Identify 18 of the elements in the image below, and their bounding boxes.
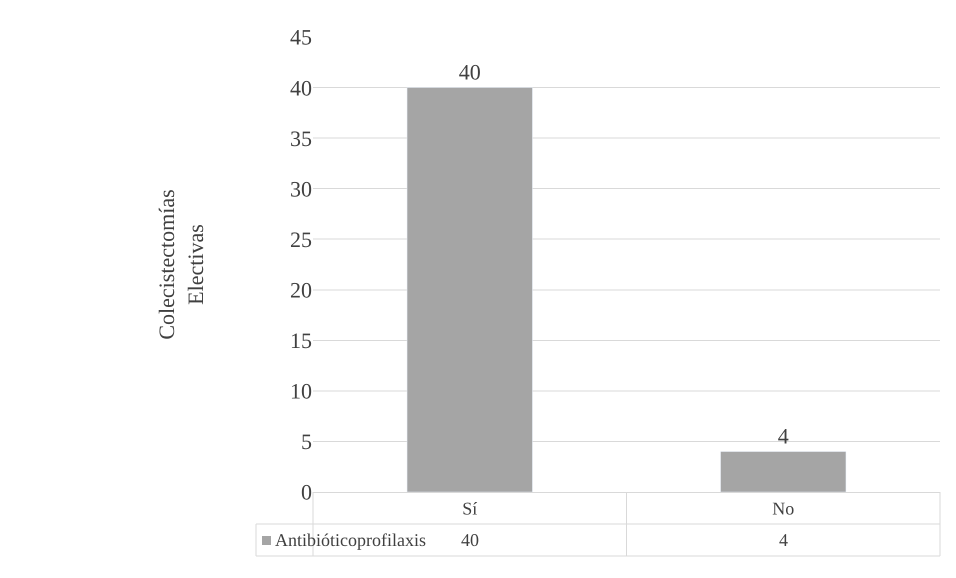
y-tick-label: 35 [290,126,312,151]
x-tick-label: Sí [462,498,478,519]
x-tick-label: No [772,498,794,519]
y-tick-label: 5 [301,429,312,454]
text: 4 [778,424,789,449]
y-tick-label: 15 [290,328,312,354]
y-tick-label: 20 [290,277,312,302]
legend-label: Antibióticoprofilaxis [275,530,426,550]
data-label: 4 [779,530,788,550]
y-tick-label: 25 [290,226,312,252]
y-tick-label: 40 [290,75,312,100]
y-tick-label: 45 [290,24,312,50]
y-tick-label: 30 [290,176,312,202]
y-axis-title: Colecistectomías Electivas [154,189,208,340]
y-tick-label: 0 [301,480,312,505]
y-tick-label: 10 [290,378,312,404]
data-label: 40 [461,530,479,550]
text: 40 [458,60,481,85]
